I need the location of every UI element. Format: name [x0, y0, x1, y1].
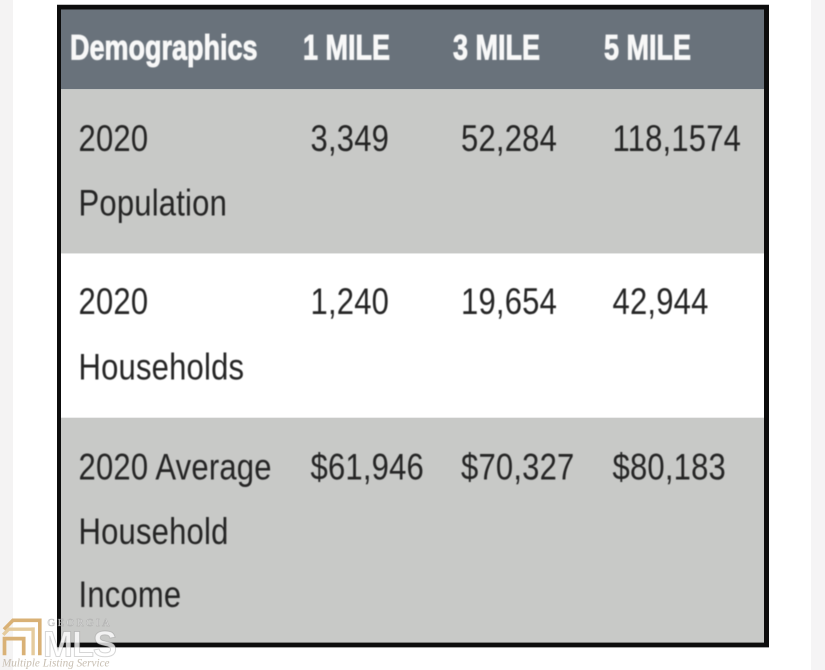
- svg-text:Multiple Listing Service: Multiple Listing Service: [1, 658, 110, 670]
- svg-text:MLS: MLS: [43, 624, 116, 665]
- svg-text:GEORGIA: GEORGIA: [48, 618, 113, 629]
